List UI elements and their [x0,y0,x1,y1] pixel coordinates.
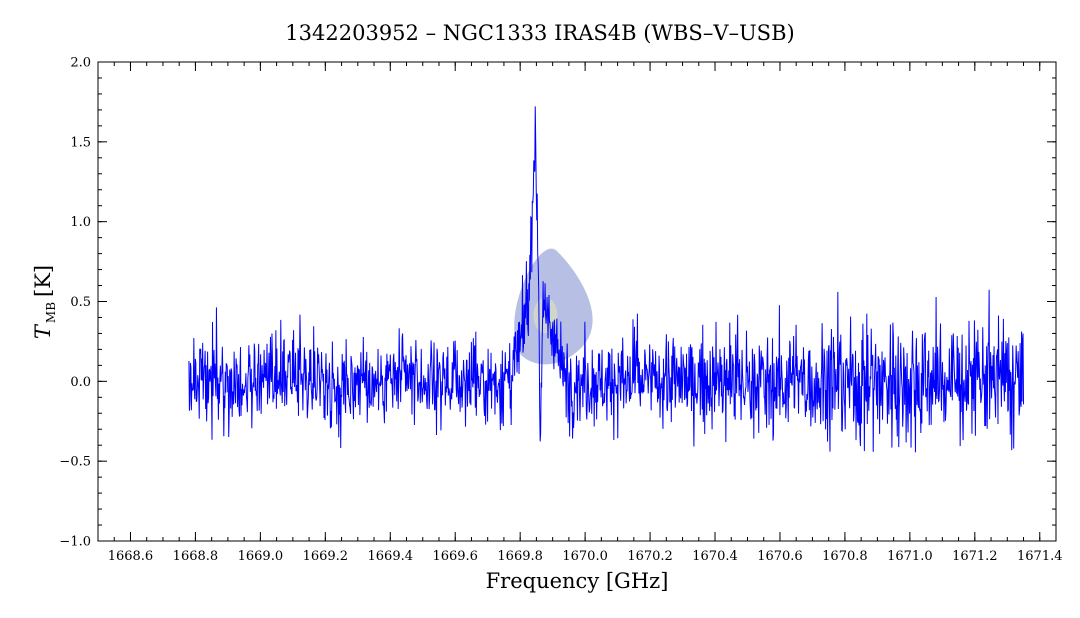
highlight-ellipse [514,248,593,365]
y-tick-label: −1.0 [59,535,91,550]
chart-title: 1342203952 – NGC1333 IRAS4B (WBS–V–USB) [285,21,794,45]
spectrum-line [188,106,1025,453]
x-tick-label: 1668.8 [173,549,219,564]
y-tick-label: 1.5 [70,135,91,150]
x-tick-label: 1671.4 [1017,549,1063,564]
series-layer [188,106,1025,453]
x-tick-label: 1668.6 [108,549,154,564]
axis-ticks [97,61,1057,542]
x-tick-label: 1670.4 [692,549,738,564]
x-tick-label: 1669.0 [238,549,284,564]
y-tick-label: 0.0 [70,375,91,390]
y-tick-labels: −1.0 −0.5 0.0 0.5 1.0 1.5 2.0 [59,56,91,550]
x-tick-label: 1670.8 [822,549,868,564]
x-tick-label: 1669.8 [497,549,543,564]
x-tick-label: 1669.6 [432,549,478,564]
y-tick-label: −0.5 [59,455,91,470]
x-tick-labels: 1668.6 1668.8 1669.0 1669.2 1669.4 1669.6 1669… [108,549,1063,564]
x-tick-label: 1670.2 [627,549,673,564]
x-tick-label: 1670.0 [562,549,608,564]
y-axis-label-symbol: T [31,323,55,339]
plot-frame [97,61,1057,542]
y-axis-label: TMB [K] [31,265,58,339]
x-tick-label: 1670.6 [757,549,803,564]
x-tick-label: 1671.0 [887,549,933,564]
y-tick-label: 2.0 [70,56,91,71]
x-tick-label: 1669.4 [368,549,414,564]
x-axis-label: Frequency [GHz] [486,569,669,593]
y-axis-label-unit: [K] [31,265,55,297]
y-tick-label: 1.0 [70,215,91,230]
x-tick-label: 1669.2 [303,549,349,564]
x-tick-label: 1671.2 [952,549,998,564]
y-tick-label: 0.5 [70,295,91,310]
y-axis-label-subscript: MB [44,302,58,323]
